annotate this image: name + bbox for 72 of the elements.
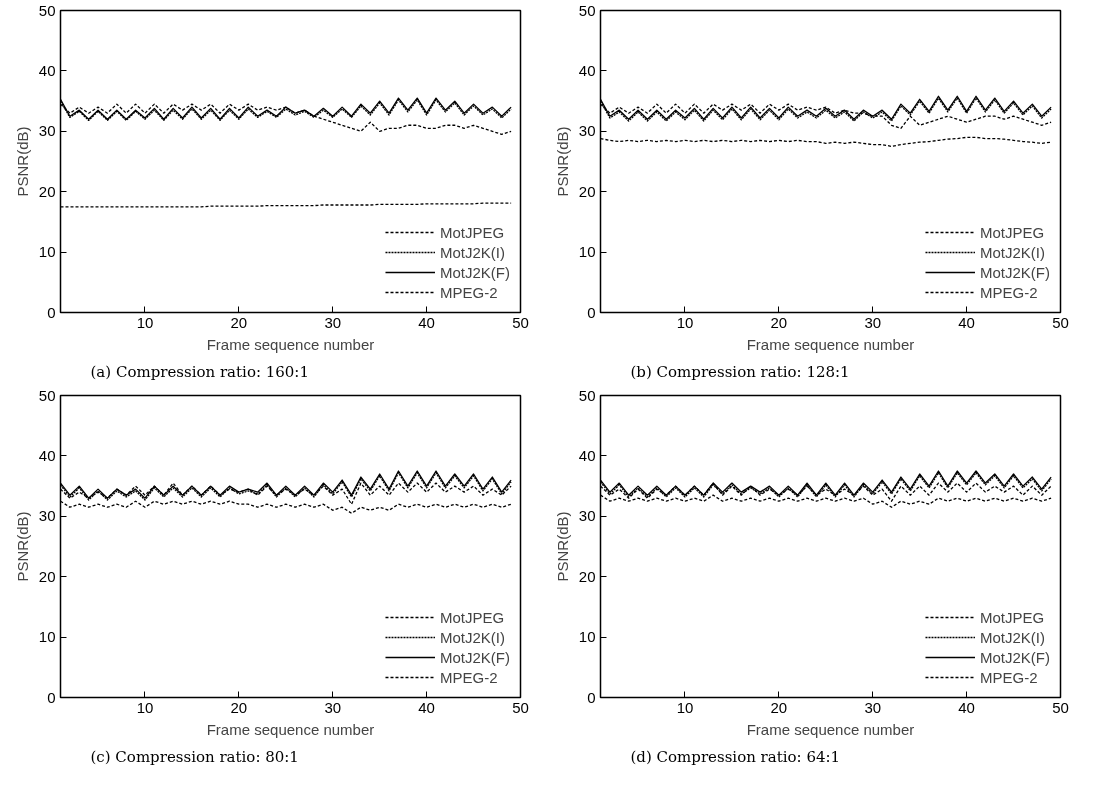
- legend-label: MPEG-2: [979, 283, 1038, 301]
- x-tick-label: 20: [770, 698, 788, 716]
- x-tick-label: 30: [864, 313, 882, 331]
- legend-label: MotJ2K(I): [439, 243, 505, 261]
- x-tick-label: 20: [770, 313, 788, 331]
- y-tick-label: 10: [578, 243, 596, 261]
- y-tick-label: 10: [578, 628, 596, 646]
- legend-label: MotJPEG: [979, 223, 1045, 241]
- x-axis-title: Frame sequence number: [746, 335, 915, 353]
- legend-label: MPEG-2: [979, 668, 1038, 686]
- legend-label: MotJ2K(F): [979, 648, 1050, 666]
- y-tick-label: 20: [578, 567, 596, 585]
- x-tick-label: 40: [958, 313, 975, 331]
- x-tick-label: 20: [230, 313, 248, 331]
- legend-label: MotJ2K(F): [439, 263, 510, 281]
- x-tick-label: 10: [676, 698, 694, 716]
- legend-label: MPEG-2: [439, 668, 498, 686]
- y-tick-label: 50: [38, 1, 56, 19]
- x-tick-label: 10: [136, 313, 154, 331]
- y-tick-label: 30: [578, 507, 596, 525]
- x-tick-label: 10: [136, 698, 154, 716]
- y-tick-label: 20: [38, 567, 56, 585]
- y-tick-label: 30: [38, 122, 56, 140]
- x-tick-label: 30: [324, 313, 342, 331]
- y-tick-label: 30: [38, 507, 56, 525]
- y-tick-label: 20: [578, 182, 596, 200]
- y-tick-label: 50: [578, 386, 596, 404]
- y-axis-title: PSNR(dB): [553, 511, 571, 582]
- y-tick-label: 40: [578, 61, 596, 79]
- x-tick-label: 10: [676, 313, 694, 331]
- legend-label: MotJ2K(I): [439, 628, 505, 646]
- y-tick-label: 40: [38, 446, 56, 464]
- y-tick-label: 20: [38, 182, 56, 200]
- text: (a) Compression ratio: 160:1: [90, 362, 309, 381]
- x-tick-label: 40: [418, 313, 435, 331]
- x-tick-label: 40: [958, 698, 975, 716]
- legend-label: MotJ2K(F): [439, 648, 510, 666]
- x-tick-label: 50: [512, 313, 529, 331]
- y-axis-title: PSNR(dB): [13, 511, 31, 582]
- y-tick-label: 30: [578, 122, 596, 140]
- legend-label: MotJPEG: [979, 608, 1045, 626]
- text: (b) Compression ratio: 128:1: [630, 362, 850, 381]
- x-tick-label: 50: [1052, 313, 1069, 331]
- y-tick-label: 10: [38, 628, 56, 646]
- x-axis-title: Frame sequence number: [746, 720, 915, 738]
- y-tick-label: 40: [578, 446, 596, 464]
- y-axis-title: PSNR(dB): [553, 126, 571, 197]
- y-tick-label: 50: [38, 386, 56, 404]
- x-tick-label: 30: [864, 698, 882, 716]
- y-tick-label: 50: [578, 1, 596, 19]
- y-tick-label: 0: [587, 688, 596, 706]
- y-tick-label: 0: [47, 688, 56, 706]
- y-tick-label: 0: [587, 303, 596, 321]
- legend-label: MotJPEG: [439, 223, 505, 241]
- y-tick-label: 10: [38, 243, 56, 261]
- y-tick-label: 40: [38, 61, 56, 79]
- x-tick-label: 50: [1052, 698, 1069, 716]
- x-tick-label: 50: [512, 698, 529, 716]
- legend-label: MotJ2K(I): [979, 243, 1045, 261]
- legend-label: MotJPEG: [439, 608, 505, 626]
- x-tick-label: 30: [324, 698, 342, 716]
- legend-label: MotJ2K(I): [979, 628, 1045, 646]
- text: (c) Compression ratio: 80:1: [90, 747, 299, 766]
- legend-label: MotJ2K(F): [979, 263, 1050, 281]
- y-axis-title: PSNR(dB): [13, 126, 31, 197]
- text: (d) Compression ratio: 64:1: [630, 747, 841, 766]
- legend-label: MPEG-2: [439, 283, 498, 301]
- x-tick-label: 20: [230, 698, 248, 716]
- x-axis-title: Frame sequence number: [206, 335, 375, 353]
- x-axis-title: Frame sequence number: [206, 720, 375, 738]
- y-tick-label: 0: [47, 303, 56, 321]
- x-tick-label: 40: [418, 698, 435, 716]
